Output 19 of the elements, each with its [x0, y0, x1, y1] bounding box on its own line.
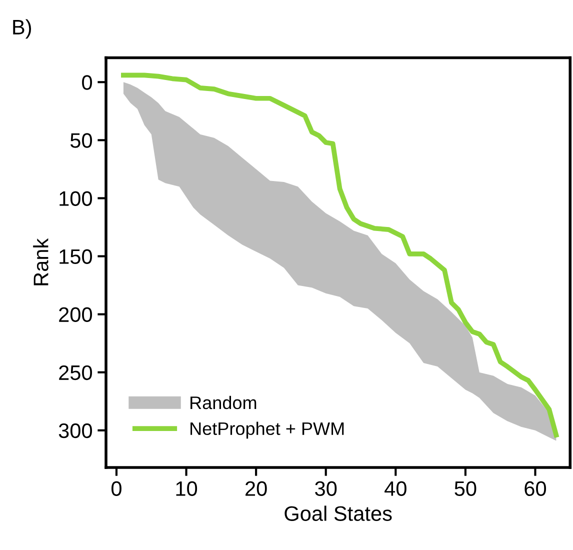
y-tick-label: 200	[59, 307, 92, 322]
y-tick-label: 250	[59, 365, 92, 380]
x-tick-label: 0	[111, 481, 122, 496]
text: B)	[13, 19, 31, 39]
x-tick-label: 40	[384, 481, 406, 496]
x-tick-label: 30	[315, 481, 337, 496]
x-tick-label: 60	[524, 481, 546, 496]
x-tick-label: 50	[454, 481, 476, 496]
y-axis-title: Rank	[33, 238, 48, 286]
y-tick-label: 300	[58, 423, 92, 438]
x-axis-title: Goal States	[284, 506, 392, 521]
y-tick-label: 100	[60, 191, 92, 206]
legend-label: NetProphet + PWM	[190, 422, 344, 439]
y-tick-label: 50	[70, 133, 92, 148]
y-tick-label: 0	[82, 75, 92, 90]
x-tick-label: 20	[246, 481, 267, 496]
y-tick-label: 150	[60, 249, 92, 264]
legend-label: Random	[190, 396, 256, 410]
x-tick-label: 10	[176, 481, 198, 496]
